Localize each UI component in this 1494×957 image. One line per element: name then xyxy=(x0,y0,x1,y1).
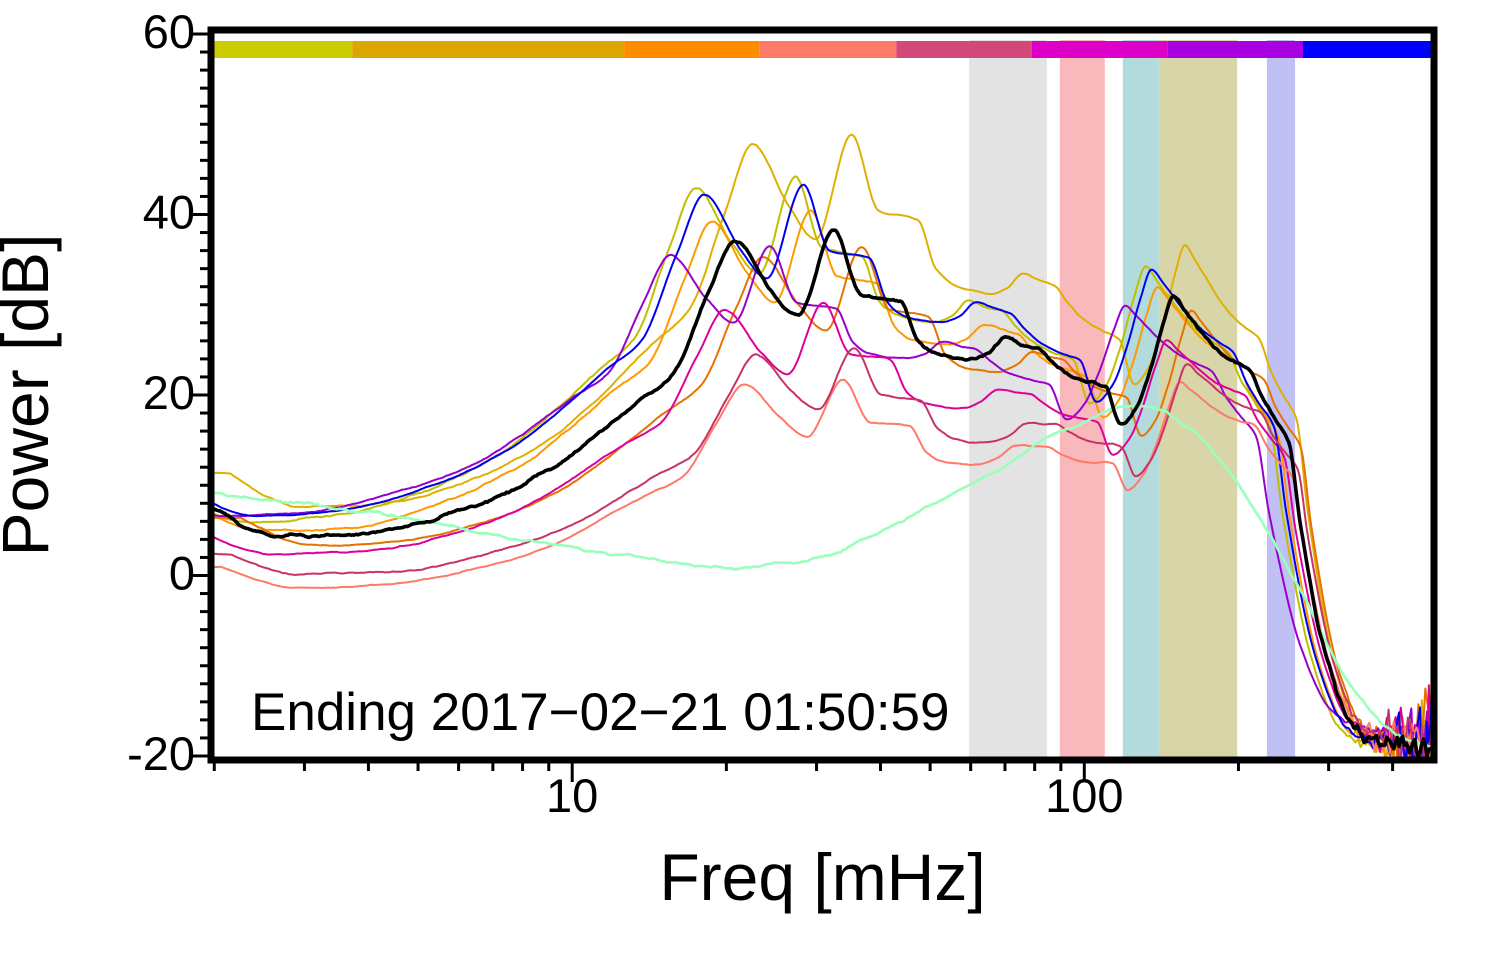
svg-text:40: 40 xyxy=(143,186,195,239)
svg-text:100: 100 xyxy=(1045,769,1123,822)
svg-text:-20: -20 xyxy=(127,727,195,780)
svg-text:Freq [mHz]: Freq [mHz] xyxy=(659,840,985,914)
svg-text:Power [dB]: Power [dB] xyxy=(0,234,62,557)
svg-text:Ending 2017−02−21 01:50:59: Ending 2017−02−21 01:50:59 xyxy=(251,683,950,742)
svg-text:10: 10 xyxy=(546,769,598,822)
svg-text:0: 0 xyxy=(169,547,195,600)
svg-text:20: 20 xyxy=(143,366,195,419)
svg-text:60: 60 xyxy=(143,5,195,58)
